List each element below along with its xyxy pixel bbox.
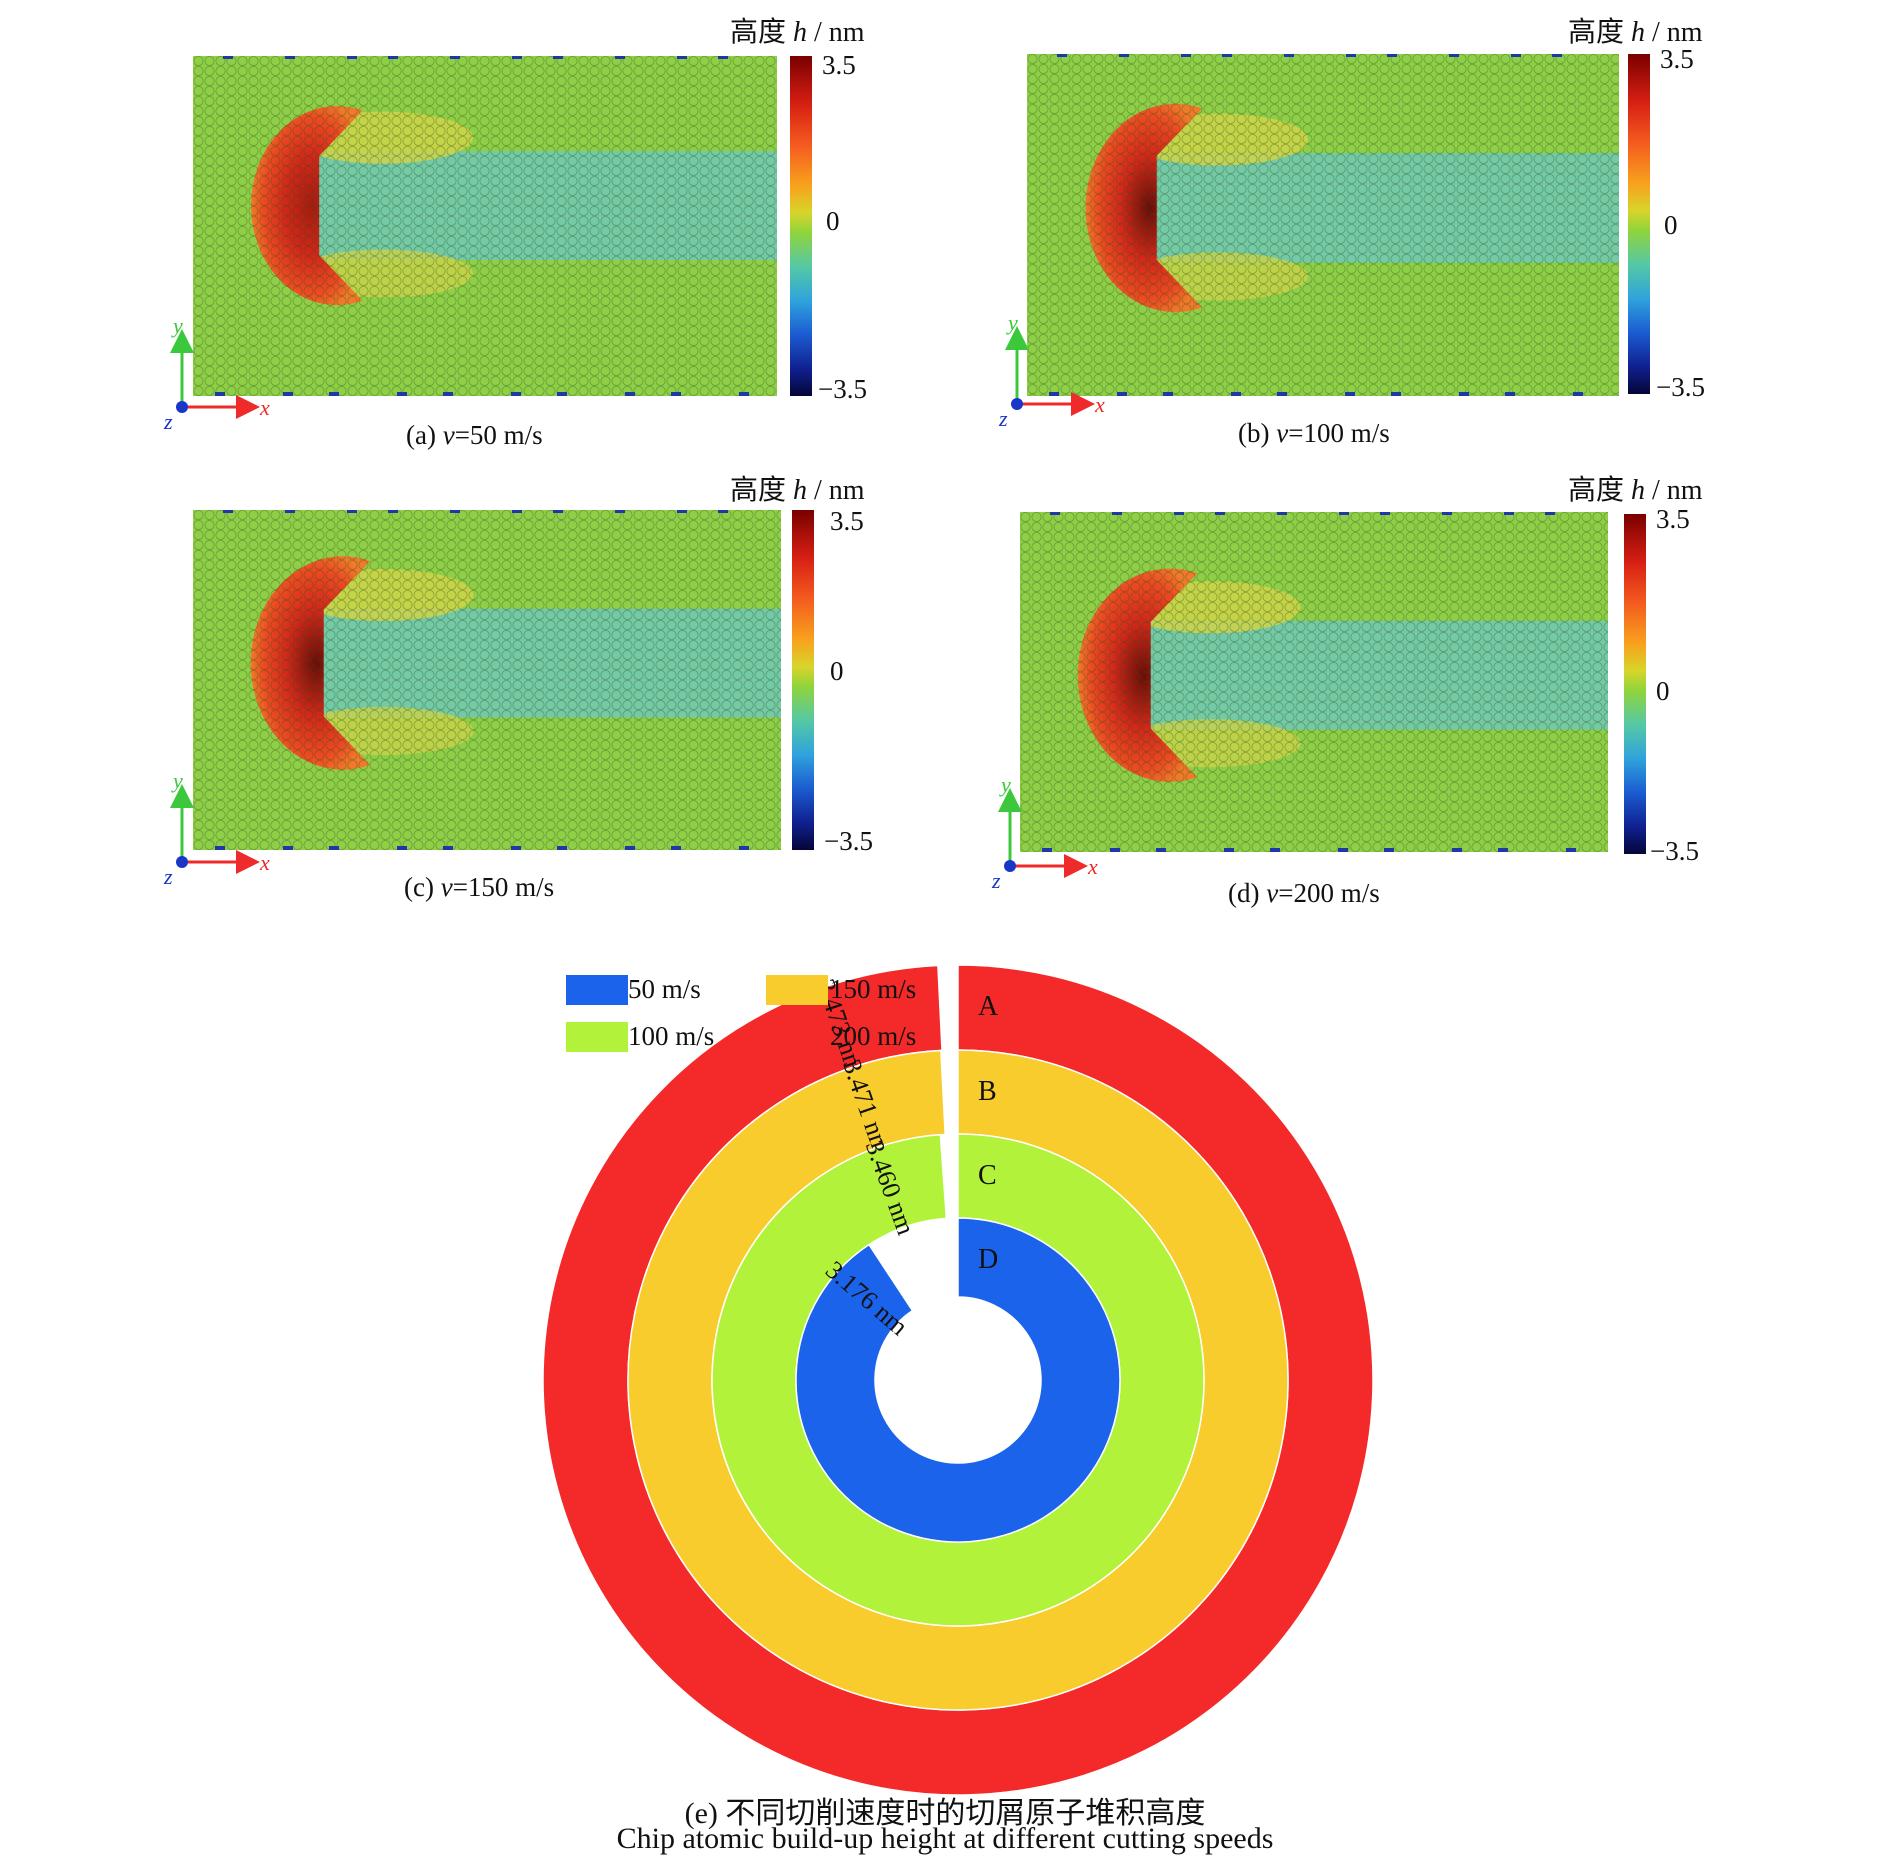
- colorbar-min-c: −3.5: [824, 826, 873, 856]
- ring-label-C: C: [978, 1160, 997, 1191]
- colorbar-max-b: 3.5: [1660, 44, 1694, 74]
- colorbar-min-b: −3.5: [1656, 372, 1705, 402]
- colorbar-title-c: 高度 h / nm: [730, 475, 865, 506]
- height-map-d: [1020, 512, 1608, 852]
- colorbar-title-a: 高度 h / nm: [730, 17, 865, 48]
- colorbar-c: [792, 510, 814, 850]
- figure-caption-en: Chip atomic build-up height at different…: [616, 1822, 1274, 1855]
- ring-label-D: D: [978, 1244, 998, 1275]
- height-map-b: [1027, 54, 1619, 396]
- caption-b: (b) v=100 m/s: [1238, 418, 1390, 448]
- legend-swatch-50: [566, 975, 628, 1005]
- colorbar-min-a: −3.5: [818, 374, 867, 404]
- caption-a: (a) v=50 m/s: [406, 420, 543, 450]
- colorbar-mid-a: 0: [826, 206, 840, 236]
- colorbar-mid-d: 0: [1656, 676, 1670, 706]
- ring-label-A: A: [978, 991, 999, 1022]
- legend-label-100: 100 m/s: [628, 1021, 715, 1051]
- legend-label-200: 200 m/s: [830, 1021, 917, 1051]
- colorbar-title-d: 高度 h / nm: [1568, 475, 1703, 506]
- colorbar-a: [790, 56, 812, 396]
- legend-swatch-200: [766, 1022, 828, 1052]
- colorbar-mid-b: 0: [1664, 210, 1678, 240]
- radial-bar-D: [795, 1217, 1121, 1543]
- height-map-c: [193, 510, 781, 850]
- radial-bar-C: [711, 1133, 1205, 1627]
- legend-label-50: 50 m/s: [628, 974, 701, 1004]
- colorbar-min-d: −3.5: [1650, 836, 1699, 866]
- height-map-a: [193, 56, 777, 396]
- legend-swatch-100: [566, 1022, 628, 1052]
- caption-d: (d) v=200 m/s: [1228, 878, 1380, 908]
- legend-label-150: 150 m/s: [830, 974, 917, 1004]
- figure-caption-cn: (e) 不同切削速度时的切屑原子堆积高度: [684, 1797, 1206, 1830]
- colorbar-max-a: 3.5: [822, 50, 856, 80]
- legend-swatch-150: [766, 975, 828, 1005]
- caption-c: (c) v=150 m/s: [404, 872, 555, 902]
- ring-label-B: B: [978, 1076, 997, 1107]
- colorbar-d: [1624, 514, 1646, 854]
- colorbar-max-d: 3.5: [1656, 504, 1690, 534]
- colorbar-title-b: 高度 h / nm: [1568, 17, 1703, 48]
- colorbar-b: [1628, 54, 1650, 394]
- colorbar-mid-c: 0: [830, 656, 844, 686]
- colorbar-max-c: 3.5: [830, 506, 864, 536]
